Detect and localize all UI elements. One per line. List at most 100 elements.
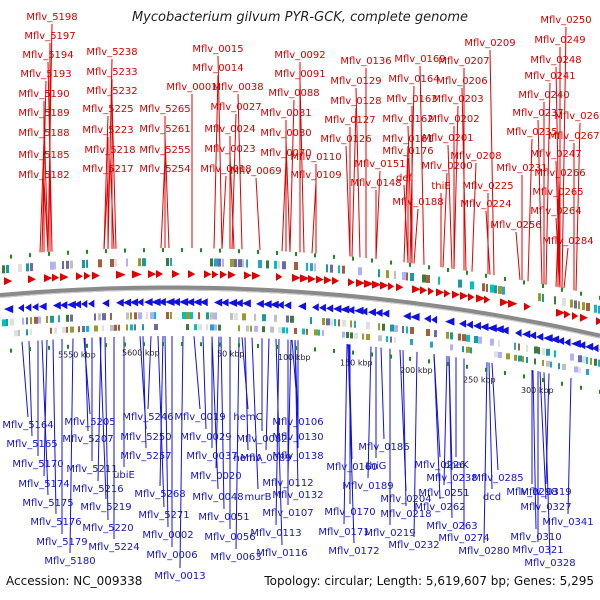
gene-label-mflv-0132[interactable]: Mflv_0132	[272, 490, 323, 501]
gene-label-mflv-5182[interactable]: Mflv_5182	[18, 170, 69, 181]
gene-label-mflv-0176[interactable]: Mflv_0176	[382, 146, 433, 157]
gene-label-mflv-0208[interactable]: Mflv_0208	[450, 151, 501, 162]
gene-label-mflv-5265[interactable]: Mflv_5265	[139, 104, 190, 115]
gene-label-mflv-0063[interactable]: Mflv_0063	[210, 552, 261, 563]
gene-label-mflv-0069[interactable]: Mflv_0069	[230, 166, 281, 177]
gene-label-mflv-5216[interactable]: Mflv_5216	[72, 484, 123, 495]
gene-label-def[interactable]: def	[396, 173, 413, 184]
gene-label-mflv-5164[interactable]: Mflv_5164	[2, 420, 53, 431]
gene-label-mflv-0080[interactable]: Mflv_0080	[260, 128, 311, 139]
gene-label-mflv-0020[interactable]: Mflv_0020	[190, 471, 241, 482]
gene-label-mflv-0284[interactable]: Mflv_0284	[542, 236, 593, 247]
gene-label-mflv-0113[interactable]: Mflv_0113	[250, 528, 301, 539]
gene-label-mflv-5254[interactable]: Mflv_5254	[139, 164, 190, 175]
gene-label-mflv-0037[interactable]: Mflv_0037	[186, 451, 237, 462]
gene-label-mflv-5176[interactable]: Mflv_5176	[30, 517, 81, 528]
gene-label-mflv-0148[interactable]: Mflv_0148	[350, 178, 401, 189]
gene-label-mflv-5218[interactable]: Mflv_5218	[84, 145, 135, 156]
gene-label-thig[interactable]: thiG	[366, 461, 387, 472]
gene-label-mflv-0200[interactable]: Mflv_0200	[421, 161, 472, 172]
gene-label-mflv-0106[interactable]: Mflv_0106	[272, 417, 323, 428]
gene-label-mflv-0015[interactable]: Mflv_0015	[192, 44, 243, 55]
gene-label-mflv-0172[interactable]: Mflv_0172	[328, 546, 379, 557]
gene-label-mflv-5232[interactable]: Mflv_5232	[86, 86, 137, 97]
gene-label-mflv-5197[interactable]: Mflv_5197	[24, 31, 75, 42]
gene-label-mflv-0161[interactable]: Mflv_0161	[382, 134, 433, 145]
gene-label-mflv-5255[interactable]: Mflv_5255	[139, 145, 190, 156]
gene-label-mflv-0089[interactable]: Mflv_0089	[240, 453, 291, 464]
gene-label-mflv-0231[interactable]: Mflv_0231	[496, 163, 547, 174]
gene-label-mflv-0267[interactable]: Mflv_0267	[548, 131, 599, 142]
gene-label-mflv-5188[interactable]: Mflv_5188	[18, 128, 69, 139]
gene-label-mflv-0341[interactable]: Mflv_0341	[542, 517, 593, 528]
gene-label-mflv-0256[interactable]: Mflv_0256	[490, 220, 541, 231]
gene-label-mflv-0109[interactable]: Mflv_0109	[290, 170, 341, 181]
gene-label-mflv-5246[interactable]: Mflv_5246	[122, 412, 173, 423]
gene-label-mflv-0024[interactable]: Mflv_0024	[204, 124, 255, 135]
gene-label-mflv-0249[interactable]: Mflv_0249	[534, 35, 585, 46]
gene-label-mflv-0081[interactable]: Mflv_0081	[260, 108, 311, 119]
gene-label-mflv-0188[interactable]: Mflv_0188	[392, 197, 443, 208]
gene-label-mflv-5250[interactable]: Mflv_5250	[120, 432, 171, 443]
gene-label-mflv-0263[interactable]: Mflv_0263	[426, 521, 477, 532]
gene-label-mflv-5165[interactable]: Mflv_5165	[6, 439, 57, 450]
gene-label-mflv-0038[interactable]: Mflv_0038	[212, 82, 263, 93]
gene-label-mflv-0237[interactable]: Mflv_0237	[512, 108, 563, 119]
gene-label-mflv-0201[interactable]: Mflv_0201	[422, 133, 473, 144]
gene-label-mflv-5185[interactable]: Mflv_5185	[18, 150, 69, 161]
gene-label-mflv-0248[interactable]: Mflv_0248	[530, 55, 581, 66]
gene-label-mflv-0130[interactable]: Mflv_0130	[272, 432, 323, 443]
gene-label-mflv-0029[interactable]: Mflv_0029	[180, 432, 231, 443]
gene-label-mflv-0262[interactable]: Mflv_0262	[414, 502, 465, 513]
gene-label-mflv-0070[interactable]: Mflv_0070	[260, 148, 311, 159]
gene-label-mflv-0189[interactable]: Mflv_0189	[342, 481, 393, 492]
gene-label-mflv-5261[interactable]: Mflv_5261	[139, 124, 190, 135]
gene-label-mflv-0310[interactable]: Mflv_0310	[510, 532, 561, 543]
gene-label-mflv-0170[interactable]: Mflv_0170	[324, 507, 375, 518]
gene-label-hemc[interactable]: hemC	[233, 412, 262, 423]
gene-label-mflv-5170[interactable]: Mflv_5170	[12, 459, 63, 470]
gene-label-mflv-0328[interactable]: Mflv_0328	[524, 558, 575, 569]
gene-label-mflv-0203[interactable]: Mflv_0203	[432, 94, 483, 105]
gene-label-mflv-5219[interactable]: Mflv_5219	[80, 502, 131, 513]
gene-label-mflv-0110[interactable]: Mflv_0110	[290, 152, 341, 163]
gene-label-mflv-0112[interactable]: Mflv_0112	[262, 478, 313, 489]
gene-label-mflv-0266[interactable]: Mflv_0266	[534, 168, 585, 179]
gene-label-mflv-0232[interactable]: Mflv_0232	[388, 540, 439, 551]
gene-label-mflv-5233[interactable]: Mflv_5233	[86, 67, 137, 78]
gene-label-mflv-0226[interactable]: Mflv_0226	[414, 460, 465, 471]
gene-label-mflv-0163[interactable]: Mflv_0163	[386, 94, 437, 105]
gene-label-mflv-0298[interactable]: Mflv_0298	[506, 487, 557, 498]
gene-label-mflv-0241[interactable]: Mflv_0241	[524, 71, 575, 82]
gene-label-mflv-0013[interactable]: Mflv_0013	[154, 571, 205, 582]
gene-label-mflv-0001[interactable]: Mflv_0001	[166, 82, 217, 93]
gene-label-mflv-0327[interactable]: Mflv_0327	[520, 502, 571, 513]
gene-label-mflv-0051[interactable]: Mflv_0051	[198, 512, 249, 523]
gene-label-mflv-0247[interactable]: Mflv_0247	[530, 149, 581, 160]
gene-label-mflv-0274[interactable]: Mflv_0274	[438, 533, 489, 544]
gene-label-mflv-5205[interactable]: Mflv_5205	[64, 417, 115, 428]
gene-label-mflv-0224[interactable]: Mflv_0224	[460, 199, 511, 210]
gene-label-mflv-0280[interactable]: Mflv_0280	[458, 546, 509, 557]
gene-label-mflv-0186[interactable]: Mflv_0186	[358, 442, 409, 453]
gene-label-mflv-0127[interactable]: Mflv_0127	[324, 115, 375, 126]
gene-label-mflv-0126[interactable]: Mflv_0126	[320, 134, 371, 145]
gene-label-mflv-5217[interactable]: Mflv_5217	[82, 164, 133, 175]
gene-label-mflv-0128[interactable]: Mflv_0128	[330, 96, 381, 107]
gene-label-mflv-0171[interactable]: Mflv_0171	[318, 527, 369, 538]
gene-label-mflv-0207[interactable]: Mflv_0207	[438, 56, 489, 67]
gene-label-mflv-0204[interactable]: Mflv_0204	[380, 494, 431, 505]
gene-label-mflv-0206[interactable]: Mflv_0206	[436, 76, 487, 87]
gene-label-mflv-0107[interactable]: Mflv_0107	[262, 508, 313, 519]
gene-label-mflv-0129[interactable]: Mflv_0129	[330, 76, 381, 87]
gene-label-mflv-0056[interactable]: Mflv_0056	[204, 532, 255, 543]
gene-label-mflv-0088[interactable]: Mflv_0088	[268, 88, 319, 99]
gene-label-mflv-5174[interactable]: Mflv_5174	[18, 479, 69, 490]
gene-label-mflv-5194[interactable]: Mflv_5194	[22, 50, 73, 61]
gene-label-mflv-0218[interactable]: Mflv_0218	[380, 509, 431, 520]
gene-label-mflv-0169[interactable]: Mflv_0169	[394, 54, 445, 65]
gene-label-mflv-0006[interactable]: Mflv_0006	[146, 550, 197, 561]
gene-label-mflv-0164[interactable]: Mflv_0164	[388, 74, 439, 85]
gene-label-mflv-0136[interactable]: Mflv_0136	[340, 56, 391, 67]
gene-label-mflv-0235[interactable]: Mflv_0235	[506, 127, 557, 138]
